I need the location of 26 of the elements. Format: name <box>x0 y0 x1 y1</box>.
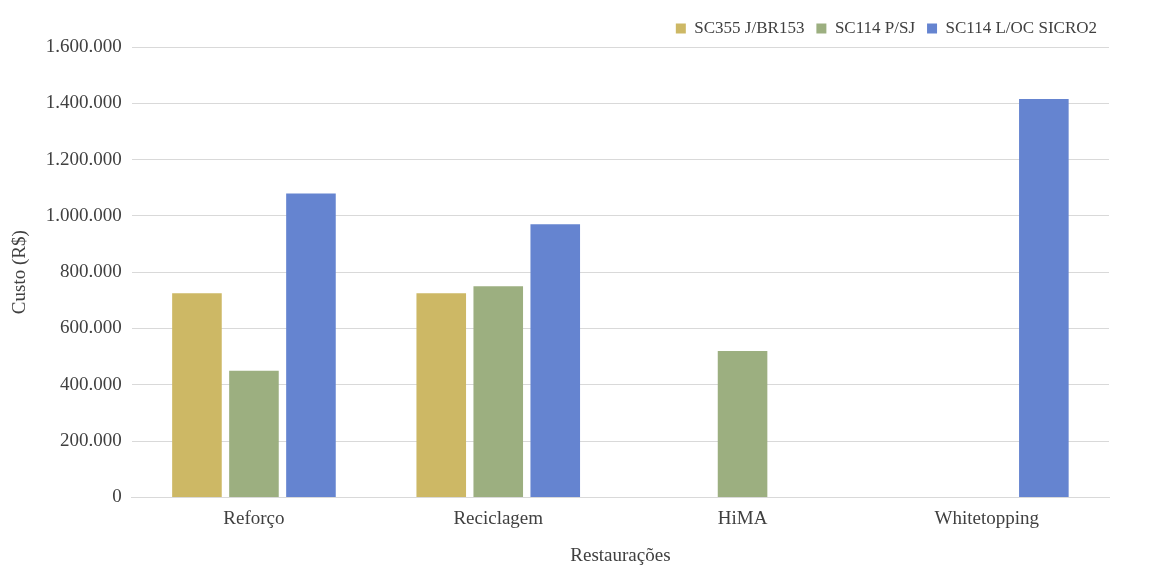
bar <box>416 293 467 497</box>
bar <box>172 293 222 497</box>
y-tick-label: 400.000 <box>60 372 122 394</box>
bar <box>473 286 524 497</box>
y-tick-label: 800.000 <box>60 260 122 282</box>
bar <box>229 370 279 497</box>
y-tick-label: 1.200.000 <box>45 147 122 169</box>
y-axis-title: Custo (R$) <box>8 230 31 315</box>
x-tick-label: Reciclagem <box>453 506 544 528</box>
y-tick-label: 1.600.000 <box>45 34 122 56</box>
bar <box>530 224 581 497</box>
legend-label: SC355 J/BR153 <box>694 17 805 37</box>
bar <box>286 193 336 497</box>
legend-label: SC114 P/SJ <box>834 17 916 37</box>
y-tick-label: 1.400.000 <box>45 91 122 113</box>
bar <box>717 351 768 497</box>
bar <box>1019 99 1069 497</box>
x-tick-label: Reforço <box>223 506 285 528</box>
x-axis-title: Restaurações <box>570 543 671 565</box>
legend-label: SC114 L/OC SICRO2 <box>945 17 1098 37</box>
y-tick-label: 0 <box>112 485 122 507</box>
y-tick-label: 200.000 <box>60 429 122 451</box>
x-tick-label: HiMA <box>717 506 768 528</box>
y-tick-label: 600.000 <box>60 316 122 338</box>
x-tick-label: Whitetopping <box>934 506 1040 528</box>
y-tick-label: 1.000.000 <box>45 203 122 225</box>
